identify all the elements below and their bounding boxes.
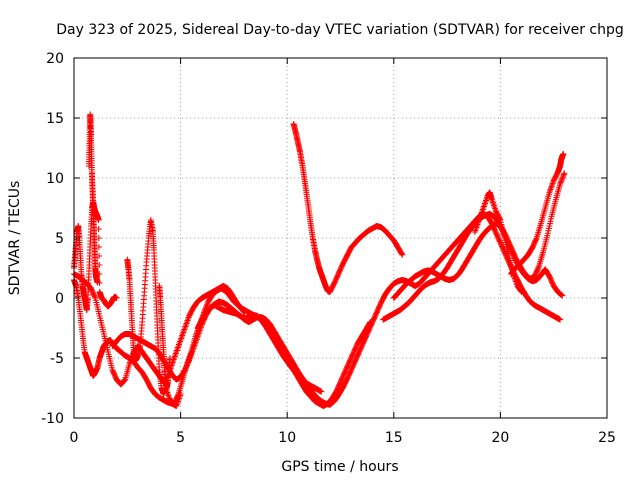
data-point xyxy=(560,151,567,157)
data-point xyxy=(535,265,542,271)
data-point xyxy=(166,355,173,361)
data-point xyxy=(533,236,540,243)
data-point xyxy=(91,293,98,300)
series-arc-g xyxy=(85,111,101,286)
series-arc-i xyxy=(156,283,173,391)
chart-title: Day 323 of 2025, Sidereal Day-to-day VTE… xyxy=(56,22,624,38)
data-point xyxy=(185,358,192,365)
data-point xyxy=(121,377,128,384)
x-tick-label: 15 xyxy=(385,430,403,446)
data-point xyxy=(560,171,567,178)
data-point xyxy=(113,295,120,301)
series-arc-n xyxy=(471,189,525,295)
x-tick-label: 5 xyxy=(176,430,185,446)
x-tick-label: 0 xyxy=(70,430,79,446)
x-axis-label: GPS time / hours xyxy=(281,459,398,475)
y-tick-label: 10 xyxy=(46,171,64,187)
data-point xyxy=(94,279,101,286)
data-point xyxy=(204,301,211,308)
data-points xyxy=(71,111,568,409)
data-point xyxy=(203,302,210,309)
y-axis-label: SDTVAR / TECUs xyxy=(7,181,23,296)
y-tick-label: 0 xyxy=(55,291,64,307)
data-point xyxy=(559,174,566,181)
data-point xyxy=(559,292,566,299)
data-point xyxy=(559,175,566,182)
series-arc-j xyxy=(290,121,406,295)
data-point xyxy=(557,179,564,186)
data-point xyxy=(558,178,565,185)
data-point xyxy=(557,316,564,323)
y-tick-label: -10 xyxy=(41,411,64,427)
axis-ticks: 0 5 10 15 20 25 -10 -5 0 5 10 15 20 xyxy=(41,51,616,446)
data-point xyxy=(558,176,565,183)
series-arc-e xyxy=(109,302,325,395)
data-point xyxy=(518,288,525,295)
y-tick-label: -5 xyxy=(50,351,64,367)
data-point xyxy=(318,388,325,395)
data-point xyxy=(560,172,567,179)
data-point xyxy=(557,181,564,187)
data-point xyxy=(121,377,128,384)
data-point xyxy=(561,170,568,177)
data-point xyxy=(518,289,525,295)
x-tick-label: 25 xyxy=(598,430,616,446)
y-tick-label: 15 xyxy=(46,111,64,127)
y-tick-label: 20 xyxy=(46,51,64,67)
x-tick-label: 10 xyxy=(278,430,296,446)
series-arc-l xyxy=(390,170,568,301)
data-point xyxy=(174,392,181,399)
y-tick-label: 5 xyxy=(55,231,64,247)
x-tick-label: 20 xyxy=(491,430,509,446)
data-point xyxy=(496,215,503,222)
data-point xyxy=(398,250,405,257)
series-arc-m xyxy=(508,151,567,277)
data-point xyxy=(399,251,406,258)
